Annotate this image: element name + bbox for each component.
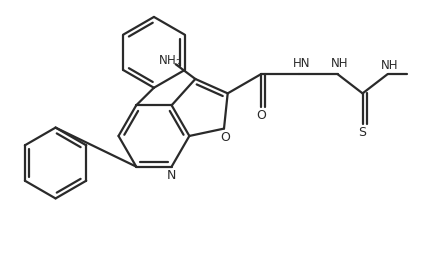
Text: O: O	[256, 109, 266, 122]
Text: NH: NH	[331, 57, 349, 70]
Text: NH$_2$: NH$_2$	[158, 54, 182, 69]
Text: O: O	[220, 131, 230, 144]
Text: S: S	[359, 126, 367, 139]
Text: NH: NH	[381, 59, 399, 72]
Text: N: N	[167, 169, 176, 182]
Text: HN: HN	[293, 57, 311, 70]
